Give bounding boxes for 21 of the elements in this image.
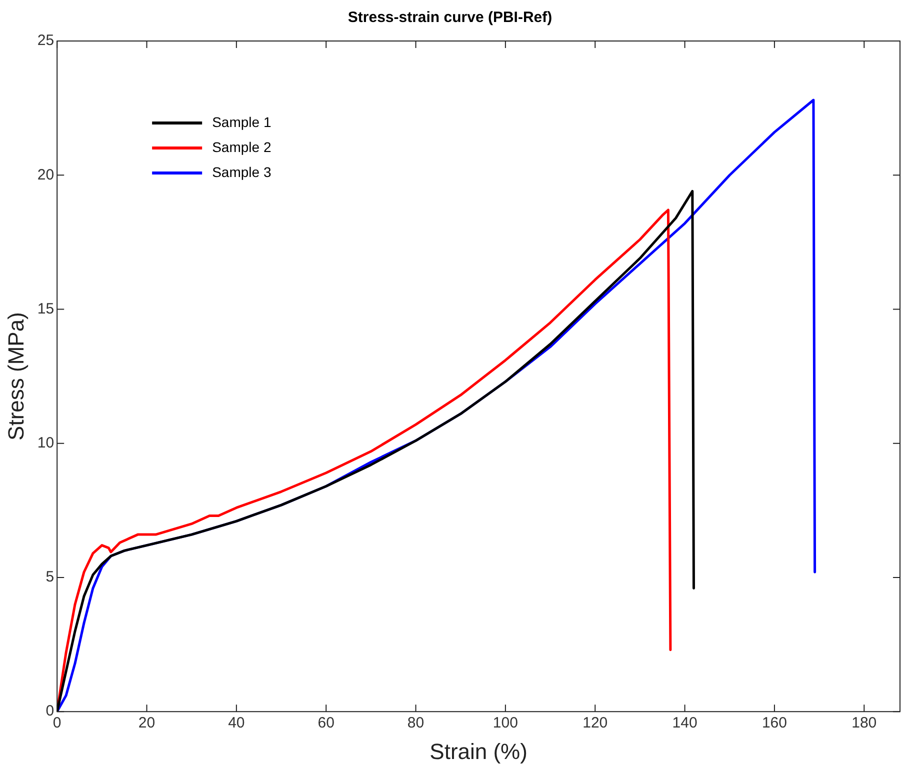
y-tick-label: 5 (46, 568, 54, 586)
y-axis-title: Stress (MPa) (3, 312, 28, 440)
x-tick-label: 120 (582, 714, 608, 732)
x-axis-title: Strain (%) (430, 738, 528, 764)
y-tick-label: 0 (46, 702, 54, 720)
x-tick-label: 40 (228, 714, 245, 732)
legend-label: Sample 2 (212, 138, 272, 155)
x-tick-label: 20 (138, 714, 156, 732)
y-tick-label: 25 (37, 32, 54, 50)
x-tick-label: 80 (407, 714, 424, 732)
y-tick-label: 20 (37, 166, 54, 184)
x-tick-label: 100 (492, 714, 518, 732)
legend-label: Sample 3 (212, 164, 272, 180)
x-tick-label: 140 (672, 714, 698, 732)
chart-title: Stress-strain curve (PBI-Ref) (348, 9, 552, 26)
x-tick-label: 60 (318, 714, 334, 732)
y-tick-label: 10 (37, 434, 54, 452)
x-tick-label: 180 (852, 714, 877, 732)
x-tick-label: 160 (762, 714, 787, 732)
legend-label: Sample 1 (212, 114, 272, 130)
y-tick-label: 15 (37, 300, 54, 318)
